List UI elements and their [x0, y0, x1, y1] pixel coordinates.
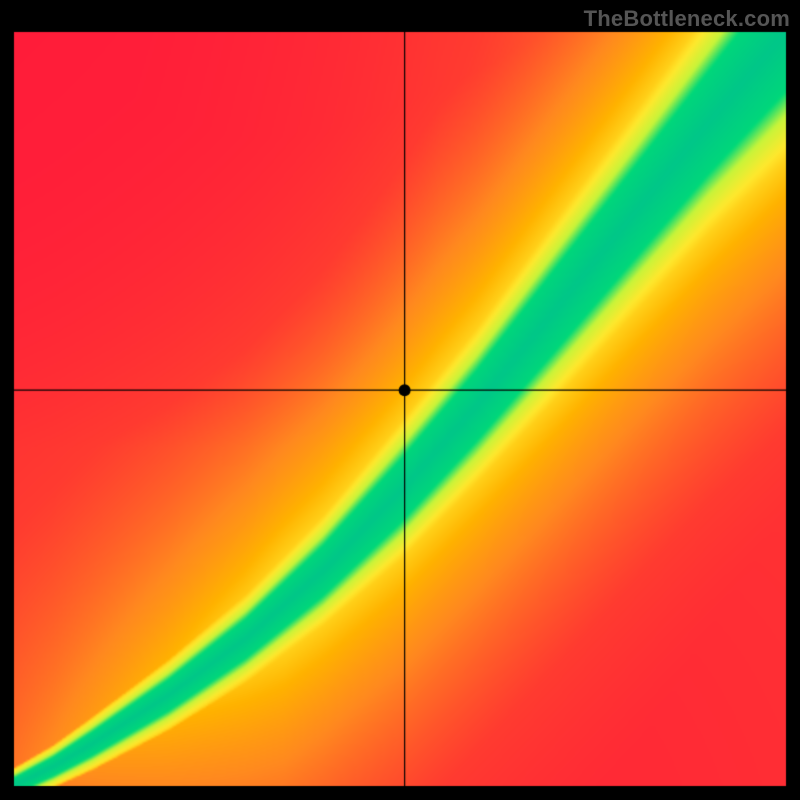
watermark-text: TheBottleneck.com — [584, 6, 790, 32]
chart-container: TheBottleneck.com — [0, 0, 800, 800]
heatmap-canvas — [0, 0, 800, 800]
